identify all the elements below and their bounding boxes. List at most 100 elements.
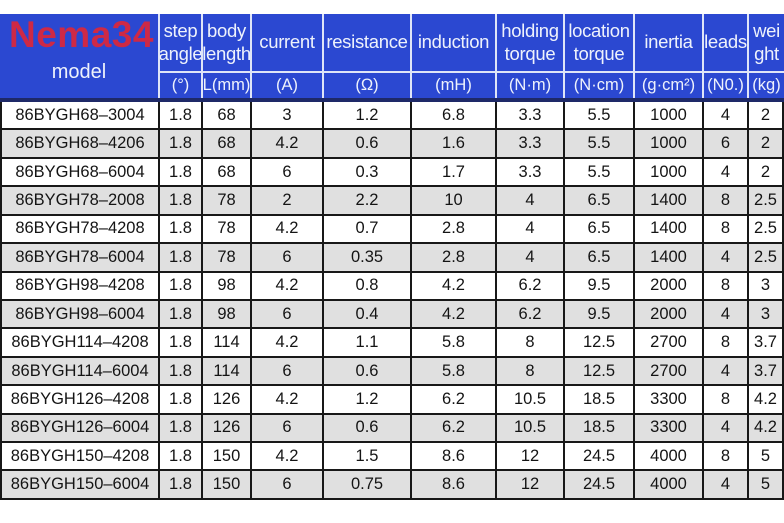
spec-cell: 12 <box>495 471 563 498</box>
spec-row: 86BYGH78–4208 1.8 78 4.2 0.7 2.8 4 6.5 1400 8 2.5 <box>0 215 784 245</box>
column-name-line: holding <box>501 20 559 42</box>
spec-cell: 1.8 <box>158 443 201 470</box>
spec-cell: 0.3 <box>322 158 410 186</box>
spec-cell: 4.2 <box>250 130 322 157</box>
spec-cell: 0.6 <box>322 130 410 157</box>
spec-cell: 4 <box>702 102 747 129</box>
spec-cell: 1.7 <box>410 158 495 186</box>
spec-row: 86BYGH98–4208 1.8 98 4.2 0.8 4.2 6.2 9.5 2000 8 3 <box>0 272 784 301</box>
spec-cell: 10.5 <box>495 386 563 413</box>
spec-cell: 1.8 <box>158 357 201 385</box>
column-header-induction: induction (mH) <box>410 14 495 98</box>
model-cell: 86BYGH78–2008 <box>0 187 158 214</box>
spec-cell: 3 <box>747 300 784 328</box>
spec-row: 86BYGH78–2008 1.8 78 2 2.2 10 4 6.5 1400 8 2.5 <box>0 187 784 216</box>
spec-cell: 5 <box>747 443 784 470</box>
spec-cell: 2.2 <box>322 187 410 214</box>
spec-cell: 1.8 <box>158 414 201 442</box>
spec-cell: 2 <box>747 130 784 157</box>
spec-row: 86BYGH68–6004 1.8 68 6 0.3 1.7 3.3 5.5 1000 4 2 <box>0 158 784 188</box>
spec-cell: 6 <box>250 414 322 442</box>
spec-cell: 4.2 <box>250 386 322 413</box>
spec-cell: 3.7 <box>747 329 784 356</box>
spec-cell: 4 <box>495 187 563 214</box>
column-name-line: leads <box>704 31 747 53</box>
spec-cell: 5.5 <box>563 158 633 186</box>
spec-cell: 6 <box>250 357 322 385</box>
spec-cell: 2.8 <box>410 244 495 271</box>
spec-cell: 4.2 <box>250 272 322 299</box>
spec-cell: 1.8 <box>158 386 201 413</box>
spec-cell: 2 <box>747 158 784 186</box>
spec-cell: 1000 <box>633 158 702 186</box>
spec-cell: 24.5 <box>563 471 633 498</box>
spec-cell: 8.6 <box>410 471 495 498</box>
spec-cell: 4 <box>702 300 747 328</box>
spec-cell: 5.5 <box>563 102 633 129</box>
spec-cell: 12.5 <box>563 357 633 385</box>
spec-cell: 8 <box>702 443 747 470</box>
spec-cell: 5.8 <box>410 329 495 356</box>
model-cell: 86BYGH126–4208 <box>0 386 158 413</box>
spec-cell: 12 <box>495 443 563 470</box>
column-unit: (mH) <box>412 71 495 98</box>
column-header-inertia: inertia (g·cm²) <box>633 14 702 98</box>
column-name-line: induction <box>417 31 490 53</box>
spec-cell: 1.8 <box>158 158 201 186</box>
spec-cell: 9.5 <box>563 272 633 299</box>
spec-cell: 4 <box>702 471 747 498</box>
spec-cell: 68 <box>201 130 250 157</box>
spec-cell: 1.8 <box>158 244 201 271</box>
spec-cell: 4.2 <box>747 386 784 413</box>
column-name: induction <box>412 14 495 71</box>
spec-row: 86BYGH126–4208 1.8 126 4.2 1.2 6.2 10.5 18.5 330… <box>0 386 784 415</box>
spec-cell: 2.5 <box>747 215 784 243</box>
spec-cell: 18.5 <box>563 414 633 442</box>
spec-cell: 2.5 <box>747 244 784 271</box>
column-header-resistance: resistance (Ω) <box>322 14 410 98</box>
spec-row: 86BYGH68–4206 1.8 68 4.2 0.6 1.6 3.3 5.5 1000 6 2 <box>0 130 784 159</box>
column-unit: (g·cm²) <box>635 71 702 98</box>
spec-cell: 1.8 <box>158 471 201 498</box>
spec-cell: 68 <box>201 102 250 129</box>
spec-cell: 4 <box>702 158 747 186</box>
model-header-label: model <box>51 61 107 83</box>
spec-cell: 6 <box>250 158 322 186</box>
column-name: body length <box>202 14 251 71</box>
column-unit: (N·cm) <box>565 71 633 98</box>
spec-cell: 150 <box>201 443 250 470</box>
spec-cell: 2000 <box>633 300 702 328</box>
spec-cell: 24.5 <box>563 443 633 470</box>
spec-cell: 6.2 <box>495 272 563 299</box>
spec-cell: 1.5 <box>322 443 410 470</box>
model-cell: 86BYGH78–6004 <box>0 244 158 271</box>
column-name: inertia <box>635 14 702 71</box>
spec-row: 86BYGH150–6004 1.8 150 6 0.75 8.6 12 24.5 4000 4 5 <box>0 471 784 500</box>
column-name-line: resistance <box>326 31 408 53</box>
spec-cell: 0.7 <box>322 215 410 243</box>
spec-cell: 6.2 <box>410 386 495 413</box>
spec-cell: 68 <box>201 158 250 186</box>
spec-cell: 98 <box>201 300 250 328</box>
spec-cell: 8 <box>702 329 747 356</box>
spec-cell: 2 <box>250 187 322 214</box>
spec-cell: 1.2 <box>322 102 410 129</box>
spec-cell: 2000 <box>633 272 702 299</box>
spec-cell: 1.8 <box>158 215 201 243</box>
spec-cell: 12.5 <box>563 329 633 356</box>
spec-cell: 4 <box>702 244 747 271</box>
spec-row: 86BYGH78–6004 1.8 78 6 0.35 2.8 4 6.5 1400 4 2.5 <box>0 244 784 273</box>
spec-cell: 9.5 <box>563 300 633 328</box>
model-cell: 86BYGH150–4208 <box>0 443 158 470</box>
model-cell: 86BYGH68–4206 <box>0 130 158 157</box>
spec-cell: 6 <box>250 244 322 271</box>
model-cell: 86BYGH68–3004 <box>0 102 158 129</box>
spec-cell: 0.35 <box>322 244 410 271</box>
spec-cell: 8 <box>702 215 747 243</box>
column-header-holding-torque: holding torque (N·m) <box>495 14 563 98</box>
column-unit: (A) <box>252 71 322 98</box>
spec-cell: 3300 <box>633 414 702 442</box>
spec-cell: 1.6 <box>410 130 495 157</box>
spec-cell: 2.8 <box>410 215 495 243</box>
